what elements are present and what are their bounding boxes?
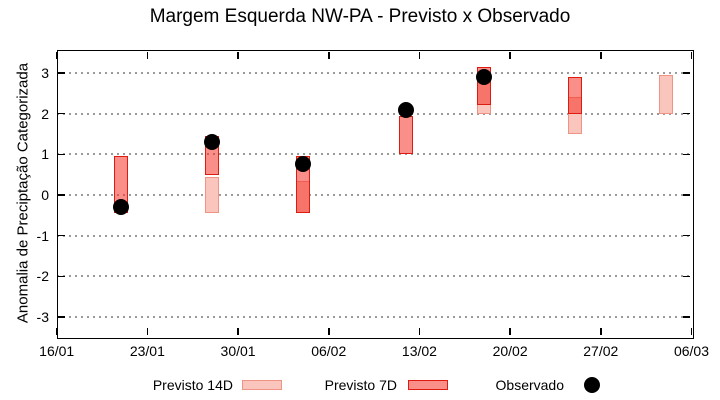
- y-tick-mark: [683, 316, 691, 318]
- x-tick-mark: [690, 328, 693, 335]
- x-tick-label: 06/03: [673, 343, 709, 359]
- y-tick-mark: [58, 112, 65, 115]
- x-tick-mark: [600, 328, 602, 335]
- y-tick-label: -3: [36, 309, 49, 326]
- chart-title: Margem Esquerda NW-PA - Previsto x Obser…: [149, 6, 571, 27]
- gridline: [56, 194, 692, 196]
- y-tick-mark: [58, 153, 65, 156]
- gridline: [56, 153, 692, 156]
- legend-label-previsto-7d: Previsto 7D: [324, 377, 397, 393]
- y-tick-mark: [58, 194, 65, 196]
- y-tick-label: 2: [41, 105, 49, 122]
- legend-observado-dot-icon: [584, 377, 600, 393]
- x-tick-mark: [237, 328, 239, 335]
- plot-border: [56, 50, 694, 339]
- gridline: [56, 316, 692, 319]
- x-tick-label: 23/01: [129, 343, 165, 359]
- x-tick-label: 30/01: [220, 343, 256, 359]
- x-tick-label: 27/02: [583, 343, 619, 359]
- x-tick-mark: [328, 328, 330, 335]
- gridline: [56, 275, 692, 278]
- x-tick-mark: [146, 328, 149, 335]
- x-tick-mark: [418, 51, 421, 59]
- y-tick-label: -2: [36, 268, 49, 285]
- y-tick-mark: [683, 194, 691, 196]
- y-tick-label: 3: [41, 64, 49, 81]
- legend-label-observado: Observado: [495, 377, 564, 393]
- y-tick-mark: [58, 316, 65, 318]
- x-tick-mark: [55, 328, 58, 335]
- x-tick-mark: [509, 51, 511, 59]
- observado-dot: [476, 68, 493, 85]
- y-tick-mark: [683, 234, 691, 237]
- x-tick-mark: [55, 51, 58, 59]
- x-tick-label: 20/02: [492, 343, 528, 359]
- observado-dot: [398, 101, 415, 118]
- x-tick-mark: [509, 328, 511, 335]
- observado-dot: [204, 134, 221, 151]
- previsto-14d-bar: [205, 176, 220, 214]
- x-tick-mark: [418, 328, 421, 335]
- x-tick-mark: [328, 51, 330, 59]
- legend-swatch-previsto-14d: [242, 380, 282, 390]
- x-tick-label: 06/02: [311, 343, 347, 359]
- x-tick-mark: [600, 51, 602, 59]
- gridline: [56, 112, 692, 115]
- y-tick-label: -1: [36, 227, 49, 244]
- legend-swatch-previsto-7d: [408, 380, 448, 390]
- x-tick-label: 13/02: [401, 343, 437, 359]
- previsto-14d-bar: [658, 74, 673, 114]
- x-tick-mark: [146, 51, 149, 59]
- legend-label-previsto-14d: Previsto 14D: [152, 377, 233, 393]
- y-tick-mark: [683, 275, 691, 278]
- previsto-7d-bar: [567, 76, 582, 114]
- observado-dot: [113, 199, 130, 216]
- y-tick-label: 1: [41, 146, 49, 163]
- y-tick-mark: [58, 275, 65, 278]
- y-tick-mark: [58, 234, 65, 237]
- gridline: [56, 71, 692, 74]
- y-tick-label: 0: [41, 187, 49, 203]
- x-tick-mark: [237, 51, 239, 59]
- y-tick-mark: [683, 112, 691, 115]
- y-tick-mark: [58, 72, 65, 74]
- x-tick-mark: [690, 51, 693, 59]
- y-tick-mark: [683, 72, 691, 74]
- gridline: [56, 234, 692, 237]
- y-tick-mark: [683, 153, 691, 156]
- x-tick-label: 16/01: [39, 343, 75, 359]
- observado-dot: [294, 156, 311, 173]
